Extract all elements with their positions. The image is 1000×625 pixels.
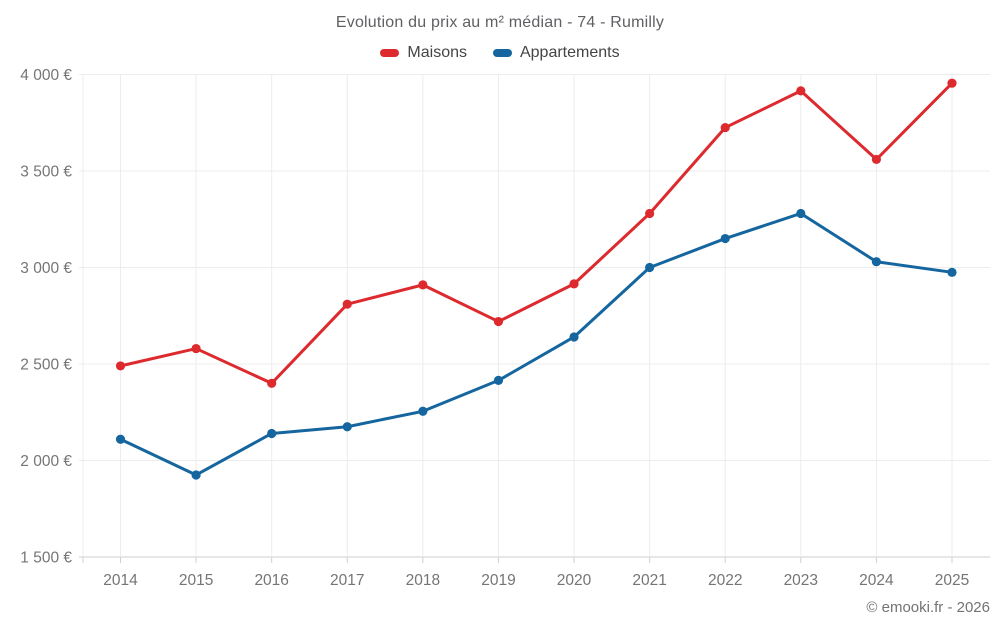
footer-credit: © emooki.fr - 2026 <box>866 599 990 616</box>
data-point-maisons-2014[interactable] <box>115 361 126 371</box>
y-axis-tick-label: 1 500 € <box>20 550 72 567</box>
maisons-legend-swatch <box>380 49 400 57</box>
data-point-appartements-2018[interactable] <box>418 406 428 416</box>
legend-item-maisons[interactable]: Maisons <box>380 44 467 62</box>
chart-legend: Maisons Appartements <box>0 44 1000 62</box>
data-point-maisons-2019[interactable] <box>493 316 504 327</box>
appartements-legend-swatch <box>492 49 512 57</box>
data-point-maisons-2018[interactable] <box>418 280 428 290</box>
data-point-appartements-2016[interactable] <box>267 428 277 439</box>
data-point-maisons-2015[interactable] <box>191 343 201 354</box>
data-point-appartements-2023[interactable] <box>796 208 806 219</box>
x-axis-tick-label: 2019 <box>481 572 515 589</box>
data-point-maisons-2020[interactable] <box>569 279 579 289</box>
x-axis-tick-label: 2023 <box>784 572 818 589</box>
data-point-maisons-2025[interactable] <box>947 78 957 88</box>
data-point-maisons-2024[interactable] <box>871 154 882 165</box>
data-point-appartements-2017[interactable] <box>342 422 352 432</box>
x-axis-tick-label: 2024 <box>859 572 894 589</box>
data-point-appartements-2025[interactable] <box>947 267 957 277</box>
series-line-maisons <box>119 81 954 385</box>
data-point-appartements-2015[interactable] <box>191 470 201 480</box>
x-axis-tick-label: 2022 <box>708 572 742 589</box>
data-point-appartements-2014[interactable] <box>115 434 126 444</box>
data-point-maisons-2022[interactable] <box>720 122 730 133</box>
y-axis-tick-label: 2 500 € <box>20 357 72 374</box>
x-axis-tick-label: 2025 <box>935 572 969 589</box>
appartements-legend-label: Appartements <box>519 44 620 61</box>
data-point-maisons-2021[interactable] <box>645 208 655 219</box>
x-axis-tick-label: 2018 <box>406 572 440 589</box>
data-point-appartements-2021[interactable] <box>645 262 655 273</box>
data-point-appartements-2024[interactable] <box>871 257 882 267</box>
legend-item-appartements[interactable]: Appartements <box>492 44 620 62</box>
data-point-appartements-2019[interactable] <box>493 375 504 386</box>
chart-title: Evolution du prix au m² médian - 74 - Ru… <box>335 14 665 31</box>
y-axis-tick-label: 3 000 € <box>20 260 72 277</box>
x-axis-tick-label: 2021 <box>632 572 666 589</box>
x-axis-tick-label: 2020 <box>557 572 592 589</box>
x-axis-tick-label: 2017 <box>330 572 364 589</box>
x-axis-tick-label: 2014 <box>103 572 138 589</box>
y-axis-tick-label: 2 000 € <box>20 453 72 470</box>
y-axis-tick-label: 4 000 € <box>20 67 72 84</box>
y-axis-tick-label: 3 500 € <box>20 164 72 181</box>
x-axis-tick-label: 2015 <box>179 572 213 589</box>
data-point-maisons-2017[interactable] <box>342 299 352 309</box>
x-axis-tick-label: 2016 <box>254 572 288 589</box>
series-line-appartements <box>119 211 954 477</box>
data-point-maisons-2023[interactable] <box>796 86 806 96</box>
data-point-appartements-2022[interactable] <box>720 233 730 244</box>
maisons-legend-label: Maisons <box>407 44 467 61</box>
data-point-appartements-2020[interactable] <box>569 332 579 342</box>
data-point-maisons-2016[interactable] <box>267 378 277 388</box>
